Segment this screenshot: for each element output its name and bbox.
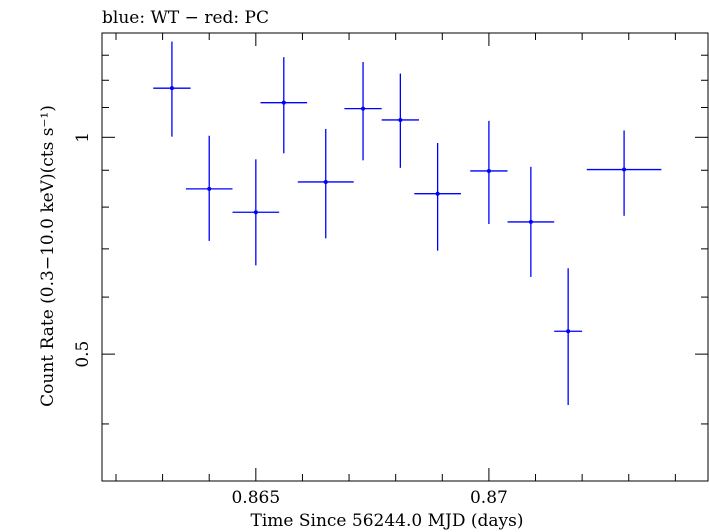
- data-point: [260, 57, 308, 154]
- data-marker: [253, 210, 258, 215]
- data-point: [232, 159, 280, 266]
- data-marker: [207, 186, 212, 191]
- data-marker: [169, 86, 174, 91]
- data-point: [344, 62, 382, 161]
- data-point: [153, 41, 191, 137]
- data-marker: [323, 179, 328, 184]
- data-marker: [361, 106, 366, 111]
- data-point: [470, 120, 508, 224]
- y-axis-label: Count Rate (0.3−10.0 keV)(cts s⁻¹): [38, 105, 58, 407]
- data-point: [586, 130, 662, 216]
- plot-frame: [101, 32, 709, 482]
- data-point: [507, 166, 555, 277]
- chart-title: blue: WT − red: PC: [102, 8, 269, 28]
- data-point: [414, 142, 461, 251]
- data-marker: [398, 117, 403, 122]
- data-point: [185, 135, 233, 241]
- y-tick-label: 1: [73, 132, 93, 143]
- data-point: [554, 268, 583, 405]
- data-marker: [566, 329, 571, 334]
- data-point: [297, 128, 354, 239]
- axis-tick-labels: 0.865 0.87 0.5 1: [73, 132, 508, 508]
- x-tick-label: 0.865: [231, 488, 280, 508]
- data-marker: [435, 191, 440, 196]
- data-marker: [486, 168, 491, 173]
- data-points: [153, 41, 662, 405]
- axis-ticks: [102, 33, 708, 481]
- x-axis-label: Time Since 56244.0 MJD (days): [251, 511, 524, 531]
- x-tick-label: 0.87: [470, 488, 508, 508]
- data-point: [381, 73, 419, 168]
- plot-border: [101, 32, 709, 482]
- y-tick-label: 0.5: [73, 341, 93, 368]
- data-marker: [281, 100, 286, 105]
- data-marker: [528, 219, 533, 224]
- data-marker: [622, 167, 627, 172]
